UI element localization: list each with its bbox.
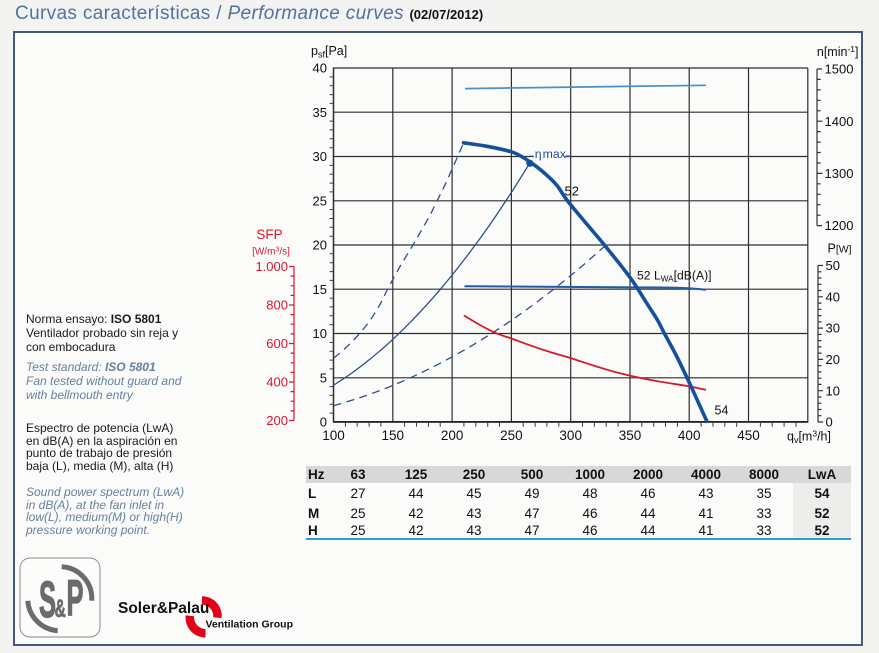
- svg-text:100: 100: [322, 428, 345, 443]
- svg-text:200: 200: [441, 428, 464, 443]
- svg-text:25: 25: [313, 193, 327, 208]
- svg-text:30: 30: [826, 321, 840, 336]
- svg-text:52: 52: [565, 184, 579, 199]
- svg-text:800: 800: [266, 298, 288, 313]
- svg-text:P[W]: P[W]: [828, 242, 852, 256]
- svg-text:10: 10: [313, 326, 327, 341]
- svg-text:10: 10: [826, 383, 840, 398]
- svg-text:psf[Pa]: psf[Pa]: [311, 44, 347, 60]
- svg-text:n[min-1]: n[min-1]: [817, 44, 859, 59]
- svg-text:20: 20: [826, 352, 840, 367]
- svg-text:1.000: 1.000: [255, 259, 288, 274]
- svg-text:&: &: [55, 595, 66, 623]
- svg-text:S: S: [39, 571, 56, 628]
- svg-text:1500: 1500: [825, 62, 854, 77]
- svg-text:Soler&Palau: Soler&Palau: [118, 600, 209, 617]
- svg-text:35: 35: [313, 105, 327, 120]
- svg-text:40: 40: [826, 289, 840, 304]
- svg-text:1400: 1400: [825, 114, 854, 129]
- svg-text:52 LWA[dB(A)]: 52 LWA[dB(A)]: [637, 269, 712, 284]
- svg-text:54: 54: [715, 404, 729, 418]
- svg-text:SFP: SFP: [256, 227, 282, 242]
- svg-text:250: 250: [500, 428, 523, 443]
- svg-text:350: 350: [619, 428, 642, 443]
- svg-text:qv[m3/h]: qv[m3/h]: [787, 429, 831, 446]
- svg-text:30: 30: [313, 149, 327, 164]
- svg-text:450: 450: [737, 428, 760, 443]
- svg-text:400: 400: [678, 428, 701, 443]
- svg-text:400: 400: [266, 375, 288, 390]
- svg-text:[W/m3/s]: [W/m3/s]: [252, 247, 290, 258]
- svg-text:15: 15: [313, 282, 327, 297]
- svg-text:20: 20: [313, 238, 327, 253]
- svg-text:ηmax: ηmax: [535, 147, 567, 161]
- svg-text:150: 150: [382, 428, 405, 443]
- svg-text:1300: 1300: [825, 166, 854, 181]
- svg-text:200: 200: [266, 413, 288, 428]
- svg-text:40: 40: [313, 61, 327, 76]
- svg-text:5: 5: [320, 370, 327, 385]
- svg-text:0: 0: [320, 415, 327, 430]
- svg-text:1200: 1200: [825, 218, 854, 233]
- svg-text:600: 600: [266, 336, 288, 351]
- svg-text:50: 50: [826, 258, 840, 273]
- svg-text:0: 0: [826, 415, 833, 430]
- svg-text:P: P: [66, 570, 83, 627]
- svg-text:Ventilation Group: Ventilation Group: [206, 619, 294, 631]
- svg-text:300: 300: [559, 428, 582, 443]
